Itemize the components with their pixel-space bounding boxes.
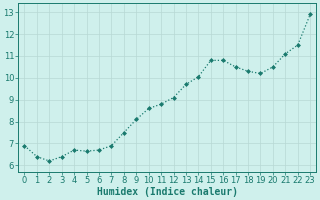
X-axis label: Humidex (Indice chaleur): Humidex (Indice chaleur) bbox=[97, 186, 238, 197]
